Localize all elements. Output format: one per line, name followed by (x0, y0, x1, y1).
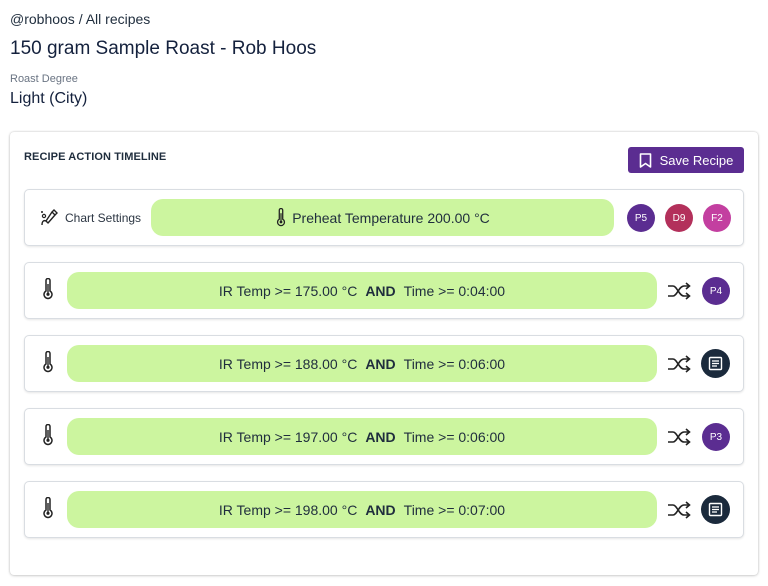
timeline-row: IR Temp >= 188.00 °C AND Time >= 0:06:00 (24, 335, 744, 392)
preheat-row: Chart Settings Preheat Temperature 200.0… (24, 189, 744, 246)
timeline-row: IR Temp >= 198.00 °C AND Time >= 0:07:00 (24, 481, 744, 538)
trigger-condition-pill[interactable]: IR Temp >= 197.00 °C AND Time >= 0:06:00 (67, 418, 657, 455)
shuffle-icon[interactable] (666, 280, 692, 302)
roast-degree-label: Roast Degree (10, 73, 78, 85)
breadcrumb-all-recipes-link[interactable]: All recipes (85, 11, 151, 27)
timeline-row: IR Temp >= 197.00 °C AND Time >= 0:06:00… (24, 408, 744, 465)
condition-temp: IR Temp >= 197.00 °C (218, 428, 358, 445)
recipe-timeline-card: RECIPE ACTION TIMELINE Save Recipe Chart… (10, 132, 758, 575)
breadcrumb-user-link[interactable]: @robhoos (10, 11, 75, 27)
thermometer-icon (43, 424, 53, 446)
trigger-condition-pill[interactable]: IR Temp >= 188.00 °C AND Time >= 0:06:00 (67, 345, 657, 382)
condition-temp: IR Temp >= 188.00 °C (218, 355, 358, 372)
condition-temp: IR Temp >= 175.00 °C (218, 282, 358, 299)
action-badge-p3[interactable]: P3 (702, 423, 730, 451)
action-badge-f2[interactable]: F2 (703, 204, 731, 232)
thermometer-icon (43, 497, 53, 519)
action-badge-p5[interactable]: P5 (627, 204, 655, 232)
note-icon (708, 356, 723, 371)
timeline-row: IR Temp >= 175.00 °C AND Time >= 0:04:00… (24, 262, 744, 319)
chart-settings-button[interactable]: Chart Settings (39, 208, 141, 228)
bookmark-icon (639, 152, 651, 168)
note-button[interactable] (701, 495, 730, 524)
trigger-condition-pill[interactable]: IR Temp >= 175.00 °C AND Time >= 0:04:00 (67, 272, 657, 309)
shuffle-icon[interactable] (666, 499, 692, 521)
note-icon (708, 502, 723, 517)
roast-degree-value: Light (City) (10, 90, 88, 107)
thermometer-icon (43, 351, 53, 373)
thermometer-icon (43, 278, 53, 300)
timeline-title: RECIPE ACTION TIMELINE (24, 151, 167, 163)
condition-time: Time >= 0:06:00 (403, 355, 506, 372)
condition-temp: IR Temp >= 198.00 °C (218, 501, 358, 518)
breadcrumb: @robhoos / All recipes (10, 11, 150, 27)
chart-settings-label: Chart Settings (65, 211, 142, 225)
condition-time: Time >= 0:06:00 (403, 428, 506, 445)
shuffle-icon[interactable] (666, 426, 692, 448)
shuffle-icon[interactable] (666, 353, 692, 375)
chart-settings-icon (41, 209, 58, 226)
save-recipe-button[interactable]: Save Recipe (628, 147, 744, 173)
condition-time: Time >= 0:04:00 (403, 282, 506, 299)
condition-operator: AND (365, 282, 396, 299)
breadcrumb-separator: / (74, 11, 86, 27)
preheat-label: Preheat Temperature 200.00 °C (292, 209, 490, 226)
condition-operator: AND (365, 428, 396, 445)
condition-operator: AND (365, 501, 396, 518)
thermometer-icon (277, 208, 286, 227)
preheat-pill[interactable]: Preheat Temperature 200.00 °C (151, 199, 614, 236)
action-badge-p4[interactable]: P4 (702, 277, 730, 305)
trigger-condition-pill[interactable]: IR Temp >= 198.00 °C AND Time >= 0:07:00 (67, 491, 657, 528)
save-recipe-label: Save Recipe (659, 152, 734, 168)
page-title: 150 gram Sample Roast - Rob Hoos (10, 38, 317, 59)
condition-time: Time >= 0:07:00 (403, 501, 506, 518)
action-badge-d9[interactable]: D9 (665, 204, 693, 232)
note-button[interactable] (701, 349, 730, 378)
condition-operator: AND (365, 355, 396, 372)
